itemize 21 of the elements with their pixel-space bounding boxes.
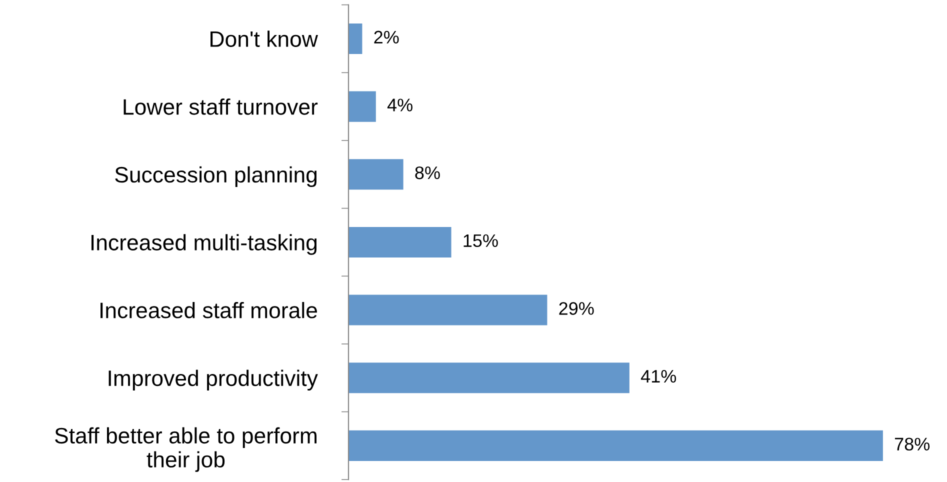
- y-tick-label: Staff better able to perform their job: [55, 427, 316, 472]
- bar: [348, 226, 452, 258]
- data-label: 41%: [640, 370, 676, 383]
- bar: [348, 23, 362, 54]
- y-tick-label: Don't know: [210, 30, 318, 48]
- data-label: 2%: [374, 30, 399, 44]
- data-label: 8%: [415, 166, 440, 180]
- y-tick-label: Increased staff morale: [100, 302, 317, 318]
- y-tick-label: Increased multi-tasking: [92, 234, 317, 255]
- bar: [348, 430, 883, 461]
- y-tick-label: Succession planning: [115, 166, 317, 188]
- data-label: 29%: [559, 302, 594, 315]
- bar: [348, 159, 404, 190]
- data-label: 78%: [894, 438, 930, 451]
- bar: [348, 362, 630, 394]
- y-tick-label: Improved productivity: [108, 370, 318, 391]
- y-tick-label: Lower staff turnover: [124, 98, 318, 115]
- data-label: 15%: [464, 234, 498, 248]
- data-label: 4%: [387, 98, 412, 112]
- bar: [348, 294, 548, 326]
- bar: [348, 91, 376, 122]
